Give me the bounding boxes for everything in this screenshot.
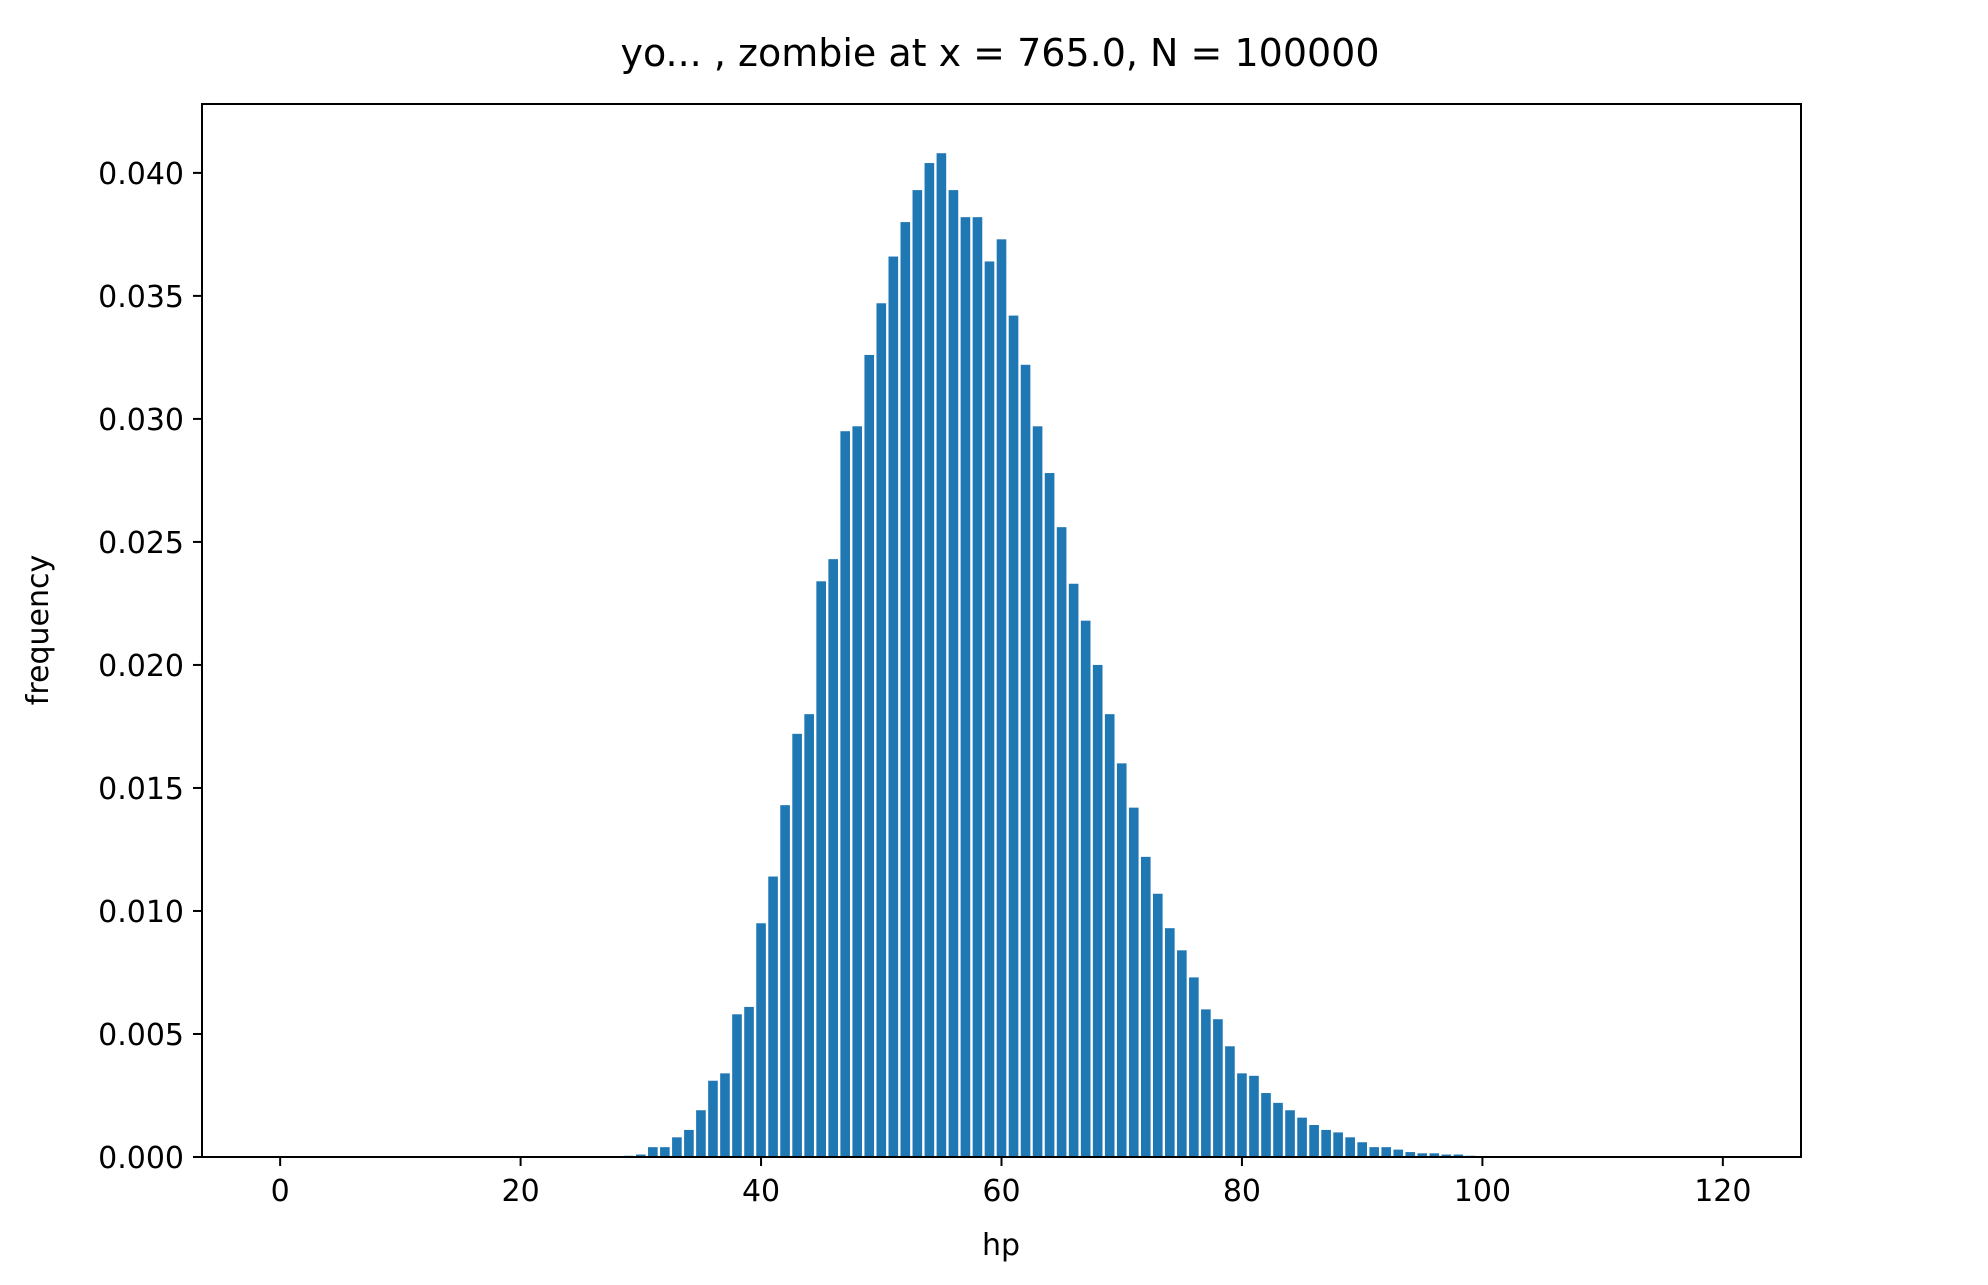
y-tick-label: 0.035 [98,280,184,315]
bar-hp-91 [1369,1147,1380,1157]
bar-hp-77 [1201,1009,1211,1157]
bar-hp-76 [1189,977,1199,1157]
bar-hp-78 [1213,1019,1223,1157]
bar-hp-45 [816,581,826,1157]
bar-hp-37 [720,1073,730,1157]
bar-hp-36 [708,1080,718,1157]
x-tick-label: 120 [1694,1174,1751,1209]
bar-hp-96 [1429,1153,1440,1157]
bar-hp-95 [1417,1153,1428,1157]
bar-hp-31 [648,1147,658,1157]
bar-hp-51 [888,256,899,1157]
bar-hp-88 [1333,1132,1343,1157]
bar-hp-69 [1104,714,1115,1157]
y-tick-label: 0.015 [98,772,184,807]
bar-hp-49 [864,354,875,1157]
bar-hp-73 [1152,893,1163,1157]
bar-hp-67 [1080,620,1091,1157]
bar-hp-59 [984,261,995,1158]
chart-title: yo... , zombie at x = 765.0, N = 100000 [620,31,1379,75]
bar-hp-58 [972,217,983,1158]
bar-series [623,153,1488,1158]
bar-hp-87 [1321,1129,1331,1157]
bar-hp-39 [744,1006,754,1157]
bar-hp-93 [1393,1149,1404,1157]
bar-hp-42 [780,805,790,1157]
y-tick-label: 0.025 [98,526,184,561]
bar-hp-74 [1165,928,1175,1157]
bar-hp-43 [792,733,802,1157]
bar-hp-33 [672,1137,682,1157]
x-tick-label: 60 [982,1174,1020,1209]
bar-hp-30 [636,1154,646,1157]
bar-hp-46 [828,559,838,1157]
bar-hp-70 [1116,763,1127,1157]
bar-hp-89 [1345,1137,1355,1157]
y-axis-label: frequency [21,555,56,705]
bar-hp-32 [660,1147,670,1157]
bar-hp-40 [756,923,766,1157]
bar-hp-97 [1441,1154,1452,1157]
bar-hp-80 [1237,1073,1247,1157]
y-tick-label: 0.040 [98,157,184,192]
bar-hp-94 [1405,1152,1416,1157]
x-axis-label: hp [982,1228,1020,1263]
bar-hp-53 [912,190,923,1158]
bar-hp-75 [1177,950,1187,1157]
bar-hp-83 [1273,1102,1283,1157]
bar-hp-47 [840,431,851,1158]
y-axis-ticks: 0.000 0.005 0.010 0.015 0.020 0.025 0.030 0.035… [98,157,202,1176]
x-tick-label: 80 [1223,1174,1261,1209]
x-tick-label: 20 [502,1174,540,1209]
bar-hp-55 [936,153,947,1157]
x-tick-label: 40 [742,1174,780,1209]
bar-hp-44 [804,714,814,1157]
x-tick-label: 0 [271,1174,290,1209]
y-tick-label: 0.030 [98,403,184,438]
bar-hp-48 [852,426,863,1157]
bar-hp-61 [1008,315,1019,1158]
bar-hp-82 [1261,1093,1271,1157]
y-tick-label: 0.005 [98,1018,184,1053]
bar-hp-84 [1285,1110,1295,1157]
y-tick-label: 0.020 [98,649,184,684]
bar-hp-98 [1453,1154,1464,1157]
bar-hp-92 [1381,1147,1392,1157]
bar-hp-56 [948,190,959,1158]
bar-hp-86 [1309,1125,1319,1157]
bar-hp-34 [684,1129,694,1157]
bar-hp-50 [876,303,887,1157]
bar-hp-81 [1249,1075,1259,1157]
x-axis-ticks: 0 20 40 60 80 100 120 [271,1157,1751,1209]
bar-hp-79 [1225,1046,1235,1157]
bar-hp-54 [924,163,935,1158]
bar-hp-71 [1128,807,1139,1157]
bar-hp-68 [1092,664,1103,1157]
y-tick-label: 0.000 [98,1141,184,1176]
bar-hp-72 [1140,856,1151,1157]
x-tick-label: 100 [1454,1174,1511,1209]
bar-hp-85 [1297,1117,1307,1157]
bar-hp-90 [1357,1142,1367,1157]
bar-hp-62 [1020,364,1031,1157]
bar-hp-57 [960,217,971,1158]
y-tick-label: 0.010 [98,895,184,930]
bar-hp-60 [996,239,1007,1157]
bar-hp-64 [1044,473,1055,1157]
bar-hp-35 [696,1110,706,1157]
bar-hp-65 [1056,527,1067,1157]
bar-hp-66 [1068,583,1079,1157]
bar-hp-38 [732,1014,742,1157]
bar-hp-41 [768,876,778,1157]
bar-hp-52 [900,222,911,1158]
bar-hp-63 [1032,426,1043,1157]
